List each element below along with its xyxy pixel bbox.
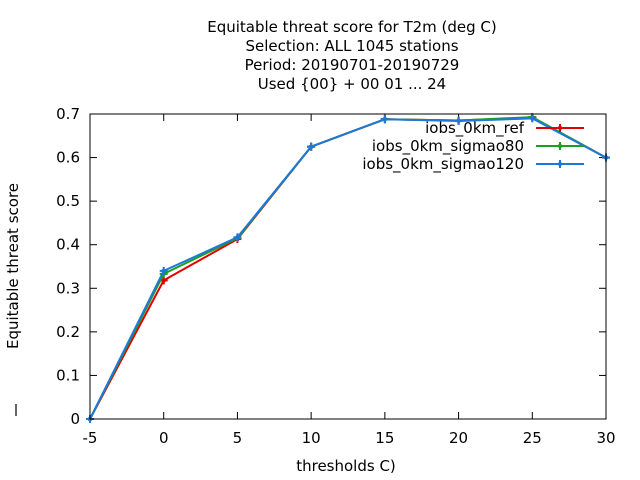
y-tick-label: 0.4 bbox=[56, 236, 80, 254]
series-3-line bbox=[89, 117, 607, 420]
series-layer bbox=[86, 113, 610, 423]
series-3-point-dot bbox=[456, 118, 461, 124]
legend-label: iobs_0km_sigmao80 bbox=[372, 137, 524, 156]
y-tick-label: 0.3 bbox=[56, 279, 80, 297]
legend-point-dot bbox=[557, 125, 563, 131]
y-tick-label: 0.2 bbox=[56, 323, 80, 341]
y-axis-label: Equitable threat score bbox=[4, 183, 22, 349]
x-tick-label: 5 bbox=[233, 429, 243, 447]
series-3 bbox=[86, 114, 610, 423]
y-tick-label: 0.5 bbox=[56, 192, 80, 210]
legend: iobs_0km_refiobs_0km_sigmao80iobs_0km_si… bbox=[362, 119, 584, 174]
legend-label: iobs_0km_sigmao120 bbox=[362, 155, 524, 174]
series-3-point-dot bbox=[530, 116, 535, 121]
chart-title: Equitable threat score for T2m (deg C) S… bbox=[207, 18, 497, 93]
series-3-point-dot bbox=[382, 117, 388, 122]
series-3-point-dot bbox=[235, 235, 240, 240]
legend-label: iobs_0km_ref bbox=[425, 119, 525, 138]
title-line-1: Equitable threat score for T2m (deg C) bbox=[207, 18, 497, 36]
series-1-point-dot bbox=[161, 278, 166, 283]
y-tick-label: 0.7 bbox=[56, 105, 80, 123]
title-line-2: Selection: ALL 1045 stations bbox=[245, 37, 458, 55]
series-3-point-dot bbox=[161, 268, 166, 274]
x-tick-label: 0 bbox=[159, 429, 169, 447]
x-tick-label: -5 bbox=[83, 429, 98, 447]
x-axis-label: thresholds C) bbox=[296, 457, 396, 475]
x-tick-label: 25 bbox=[523, 429, 542, 447]
title-line-3: Period: 20190701-20190729 bbox=[245, 56, 460, 74]
y-tick-label: 0.6 bbox=[56, 149, 80, 167]
x-tick-label: 10 bbox=[302, 429, 321, 447]
y-tick-label: 0.1 bbox=[56, 366, 80, 384]
x-tick-label: 30 bbox=[596, 429, 615, 447]
title-line-4: Used {00} + 00 01 ... 24 bbox=[258, 75, 446, 93]
series-2-line bbox=[89, 116, 607, 420]
x-tick-label: 15 bbox=[375, 429, 394, 447]
plot-border bbox=[89, 113, 607, 420]
legend-point-dot bbox=[557, 161, 563, 167]
y-tick-label: 0 bbox=[70, 410, 80, 428]
x-tick-label: 20 bbox=[449, 429, 468, 447]
series-3-point-dot bbox=[308, 144, 314, 149]
legend-point-dot bbox=[557, 143, 563, 149]
